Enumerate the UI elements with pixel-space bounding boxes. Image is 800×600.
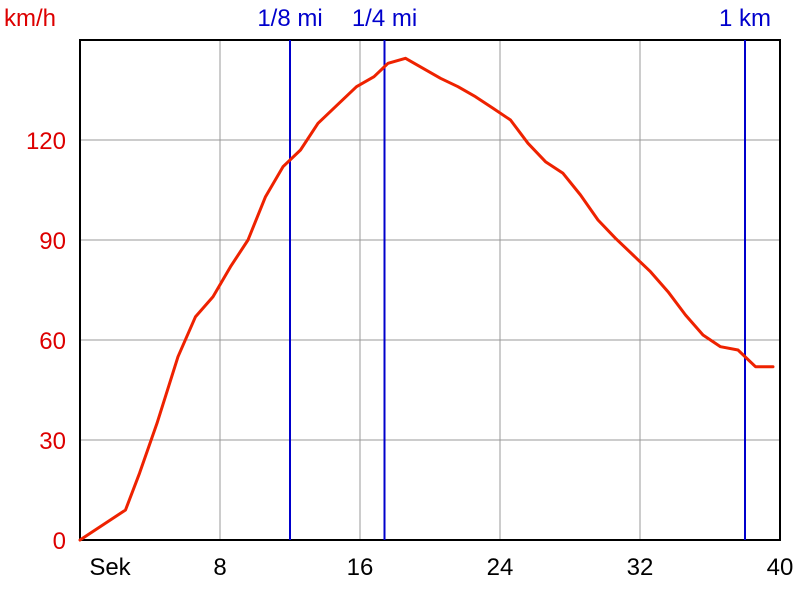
y-axis-label: km/h [4,5,56,32]
x-tick-label: 32 [627,554,654,581]
x-tick-label: 40 [767,554,794,581]
y-tick-label: 60 [39,328,66,355]
distance-marker-label: 1/8 mi [257,5,322,32]
y-tick-label: 30 [39,428,66,455]
y-tick-label: 120 [26,128,66,155]
y-tick-labels: 0 30 60 90 120 [26,128,66,555]
x-tick-label: 16 [347,554,374,581]
x-tick-labels: Sek 8 16 24 32 40 [89,554,793,581]
speed-series-line [78,56,775,542]
plot-frame [79,39,781,541]
y-tick-label: 90 [39,228,66,255]
distance-markers: 1/8 mi 1/4 mi 1 km [257,5,771,540]
distance-marker-label: 1/4 mi [352,5,417,32]
grid-lines [80,40,780,540]
x-tick-label: 8 [213,554,226,581]
x-tick-label: Sek [89,554,131,581]
x-tick-label: 24 [487,554,514,581]
y-tick-label: 0 [53,528,66,555]
distance-marker-label: 1 km [719,5,771,32]
